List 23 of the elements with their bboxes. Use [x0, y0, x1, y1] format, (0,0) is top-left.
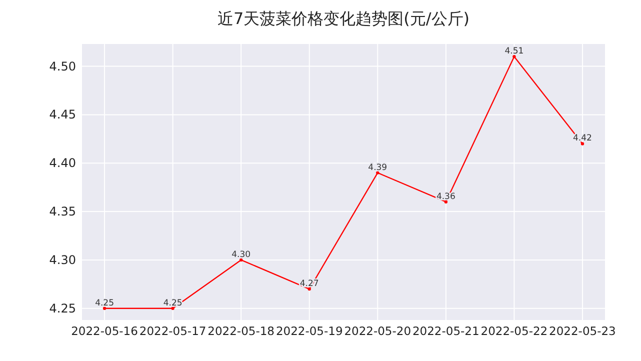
x-tick-label: 2022-05-19 [276, 324, 343, 338]
y-tick-label: 4.50 [49, 59, 76, 74]
chart-title: 近7天菠菜价格变化趋势图(元/公斤) [217, 9, 470, 28]
data-label: 4.39 [368, 162, 388, 173]
y-tick-label: 4.45 [49, 108, 76, 122]
point [239, 258, 243, 262]
point [376, 171, 380, 174]
point [102, 306, 106, 310]
x-tick-label: 2022-05-21 [412, 324, 480, 338]
y-tick-label: 4.40 [49, 156, 76, 170]
data-label: 4.51 [504, 46, 524, 57]
x-tick-label: 2022-05-17 [139, 324, 206, 338]
data-label: 4.25 [95, 298, 114, 308]
x-tick-label: 2022-05-23 [549, 324, 616, 338]
x-tick-label: 2022-05-16 [71, 324, 138, 338]
x-tick-label: 2022-05-18 [208, 324, 275, 338]
x-tick-label: 2022-05-20 [344, 324, 412, 338]
y-tick-label: 4.35 [49, 204, 76, 219]
y-tick-label: 4.30 [49, 252, 76, 267]
y-tick-label: 4.25 [49, 301, 76, 316]
point [512, 54, 516, 58]
data-label: 4.30 [232, 250, 251, 260]
x-tick-label: 2022-05-22 [480, 324, 548, 338]
